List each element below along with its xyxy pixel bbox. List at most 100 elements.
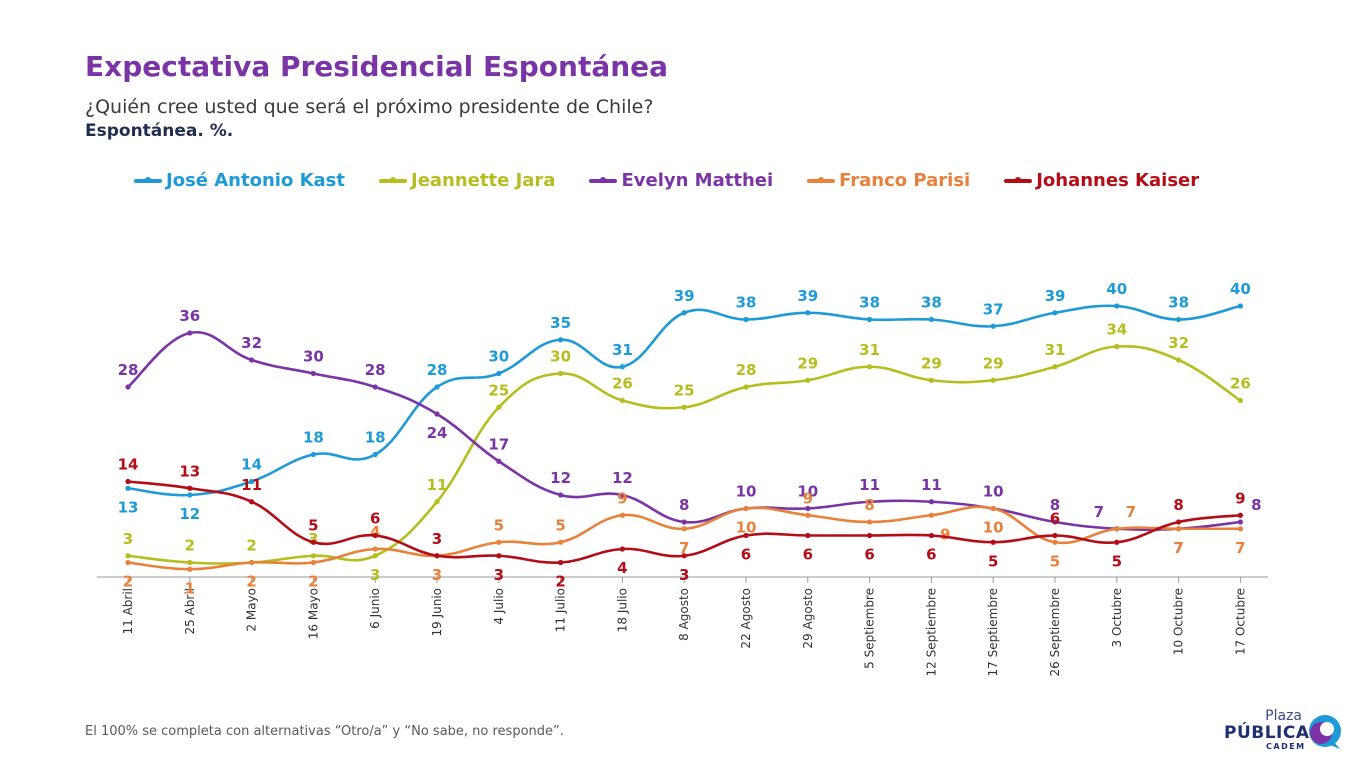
data-label: 3 — [494, 566, 504, 584]
data-point — [310, 559, 316, 566]
data-point — [434, 411, 440, 417]
data-label: 14 — [118, 456, 139, 474]
x-tick-label: 11 Julio — [554, 588, 568, 632]
data-point — [1176, 519, 1182, 525]
series-line — [127, 330, 1241, 532]
data-point — [619, 492, 626, 498]
data-point — [1052, 519, 1058, 525]
data-label: 1 — [185, 579, 195, 597]
data-point — [928, 377, 935, 383]
data-point — [372, 553, 378, 559]
data-label: 6 — [803, 546, 813, 564]
legend-label: Franco Parisi — [839, 170, 971, 191]
data-label: 3 — [123, 530, 133, 548]
data-point — [372, 532, 378, 539]
data-label: 8 — [864, 496, 874, 514]
data-label: 9 — [803, 489, 813, 507]
data-point — [187, 330, 193, 336]
data-label: 10 — [983, 483, 1004, 501]
data-label: 7 — [1173, 539, 1183, 557]
data-label: 7 — [679, 539, 689, 557]
data-label: 28 — [427, 361, 448, 379]
footnote: El 100% se completa con alternativas “Ot… — [85, 724, 564, 739]
data-label: 4 — [370, 523, 380, 541]
data-point — [1176, 526, 1182, 532]
data-label: 3 — [432, 566, 442, 584]
x-tick-label: 3 Octubre — [1110, 588, 1124, 647]
series-line — [127, 304, 1241, 497]
data-point — [867, 499, 873, 505]
data-label: 12 — [612, 469, 633, 487]
data-label: 7 — [1173, 539, 1183, 557]
data-label: 26 — [612, 375, 633, 393]
data-point — [1052, 310, 1058, 316]
x-tick-label: 26 Septiembre — [1048, 588, 1062, 676]
x-tick-label: 25 Abril — [183, 588, 197, 635]
data-point — [867, 316, 873, 323]
data-point — [496, 539, 502, 545]
data-label: 5 — [494, 516, 504, 534]
data-point — [743, 384, 749, 390]
data-label: 8 — [1251, 496, 1261, 514]
x-tick-label: 5 Septiembre — [863, 588, 877, 669]
data-label: 13 — [118, 498, 139, 516]
data-label: 38 — [859, 294, 880, 312]
data-label: 38 — [1168, 294, 1189, 312]
data-label: 31 — [859, 341, 880, 359]
data-point — [619, 397, 626, 404]
legend-item: Evelyn Matthei — [589, 170, 773, 191]
legend-label: Jeannette Jara — [411, 170, 556, 191]
data-label: 26 — [1230, 375, 1251, 393]
data-label: 29 — [797, 354, 818, 372]
logo-text-cadem: CADEM — [1266, 742, 1306, 751]
data-point — [805, 310, 811, 316]
data-label: 8 — [679, 496, 689, 514]
data-label: 25 — [488, 381, 509, 399]
data-label: 13 — [179, 462, 200, 480]
data-label: 31 — [612, 341, 633, 359]
data-label: 28 — [365, 361, 386, 379]
data-label: 5 — [555, 516, 565, 534]
data-point — [187, 485, 193, 491]
data-point — [310, 451, 316, 458]
data-point — [681, 519, 687, 525]
data-label: 5 — [308, 516, 318, 534]
data-point — [681, 553, 687, 559]
data-point — [928, 499, 935, 505]
data-label: 5 — [1112, 552, 1122, 570]
data-point — [867, 519, 873, 525]
data-label: 12 — [179, 505, 200, 523]
data-label: 7 — [1235, 539, 1245, 557]
data-point — [990, 377, 996, 383]
data-point — [125, 553, 131, 559]
data-label: 37 — [983, 300, 1004, 318]
data-point — [1052, 539, 1058, 545]
data-point — [310, 553, 316, 559]
data-point — [1114, 303, 1120, 309]
data-point — [928, 512, 935, 518]
data-label: 29 — [983, 354, 1004, 372]
data-point — [1176, 316, 1182, 323]
data-point — [990, 539, 996, 545]
data-label: 2 — [555, 573, 565, 591]
data-label: 2 — [246, 573, 256, 591]
data-point — [867, 532, 873, 539]
chart-subtitle: ¿Quién cree usted que será el próximo pr… — [85, 96, 654, 118]
data-point — [1237, 526, 1243, 532]
data-label: 18 — [365, 429, 386, 447]
data-point — [434, 499, 440, 505]
legend-item: Franco Parisi — [807, 170, 970, 191]
data-label: 10 — [797, 483, 818, 501]
data-point — [681, 310, 687, 316]
data-point — [496, 458, 502, 464]
data-label: 9 — [1235, 489, 1245, 507]
data-label: 4 — [617, 559, 627, 577]
data-point — [496, 370, 502, 377]
data-label: 30 — [303, 348, 324, 366]
data-point — [434, 553, 440, 559]
data-label: 6 — [1050, 510, 1060, 528]
data-label: 5 — [988, 552, 998, 570]
data-label: 3 — [432, 530, 442, 548]
data-point — [125, 384, 131, 390]
